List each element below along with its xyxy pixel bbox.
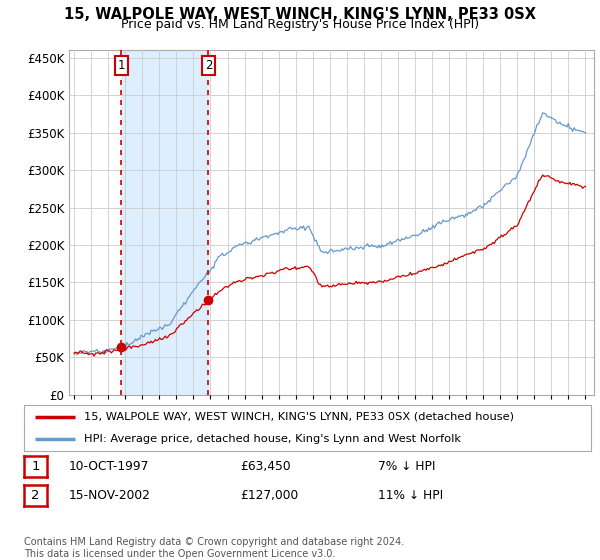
Bar (121, 50, 208, 395)
Text: 2: 2 (31, 489, 40, 502)
Text: 15, WALPOLE WAY, WEST WINCH, KING'S LYNN, PE33 0SX: 15, WALPOLE WAY, WEST WINCH, KING'S LYNN… (64, 7, 536, 22)
Text: £127,000: £127,000 (240, 489, 298, 502)
Text: 15, WALPOLE WAY, WEST WINCH, KING'S LYNN, PE33 0SX (detached house): 15, WALPOLE WAY, WEST WINCH, KING'S LYNN… (83, 412, 514, 422)
Text: 7% ↓ HPI: 7% ↓ HPI (378, 460, 436, 473)
Text: £63,450: £63,450 (240, 460, 290, 473)
Text: 1: 1 (118, 59, 125, 72)
Text: Contains HM Land Registry data © Crown copyright and database right 2024.
This d: Contains HM Land Registry data © Crown c… (24, 537, 404, 559)
Text: Price paid vs. HM Land Registry's House Price Index (HPI): Price paid vs. HM Land Registry's House … (121, 18, 479, 31)
Text: 10-OCT-1997: 10-OCT-1997 (69, 460, 149, 473)
Text: 11% ↓ HPI: 11% ↓ HPI (378, 489, 443, 502)
Text: 1: 1 (31, 460, 40, 473)
Text: 2: 2 (205, 59, 212, 72)
Text: HPI: Average price, detached house, King's Lynn and West Norfolk: HPI: Average price, detached house, King… (83, 434, 461, 444)
Text: 15-NOV-2002: 15-NOV-2002 (69, 489, 151, 502)
